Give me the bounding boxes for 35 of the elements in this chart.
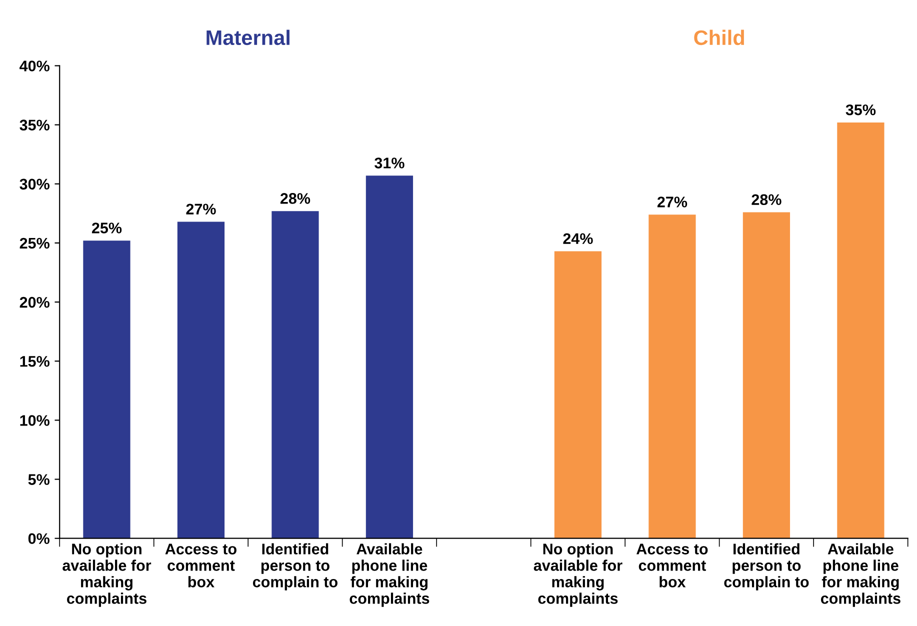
bar [837,122,884,538]
y-tick-label: 25% [20,238,50,249]
x-tick-label: Access to comment box [636,544,708,588]
y-tick-label: 0% [28,533,50,544]
y-tick-label: 20% [20,296,50,308]
data-label: 28% [280,193,310,204]
data-label: 28% [752,194,782,206]
y-tick-label: 5% [28,474,50,485]
y-tick-label: 30% [20,178,50,190]
y-tick-label: 15% [20,356,50,367]
x-tick-label: Available phone line for making complaints [820,543,900,607]
x-tick-label: Identified person to complain to [252,543,338,590]
data-label: 27% [657,196,688,208]
data-label: 31% [374,158,404,168]
x-tick-label: No option available for making complaints [62,543,152,607]
data-label: 25% [92,222,122,234]
y-tick-label: 40% [20,60,50,72]
bar [272,211,319,538]
x-tick-label: Access to comment box [165,544,236,588]
data-label: 35% [846,104,876,116]
data-label: 27% [186,204,216,214]
bar [742,212,790,538]
text: Maternal [206,30,290,46]
text: Child [694,30,744,46]
x-tick-label: Available phone line for making complaints [350,543,430,607]
bar [648,214,696,538]
data-label: 24% [563,233,593,244]
bar [366,176,414,538]
bar [177,222,225,538]
x-tick-label: No option available for making complaints [534,543,622,607]
y-tick-label: 35% [20,120,50,131]
bar [83,240,130,538]
bar [554,251,602,538]
x-tick-label: Identified person to complain to [724,543,809,590]
y-tick-label: 10% [20,415,50,426]
